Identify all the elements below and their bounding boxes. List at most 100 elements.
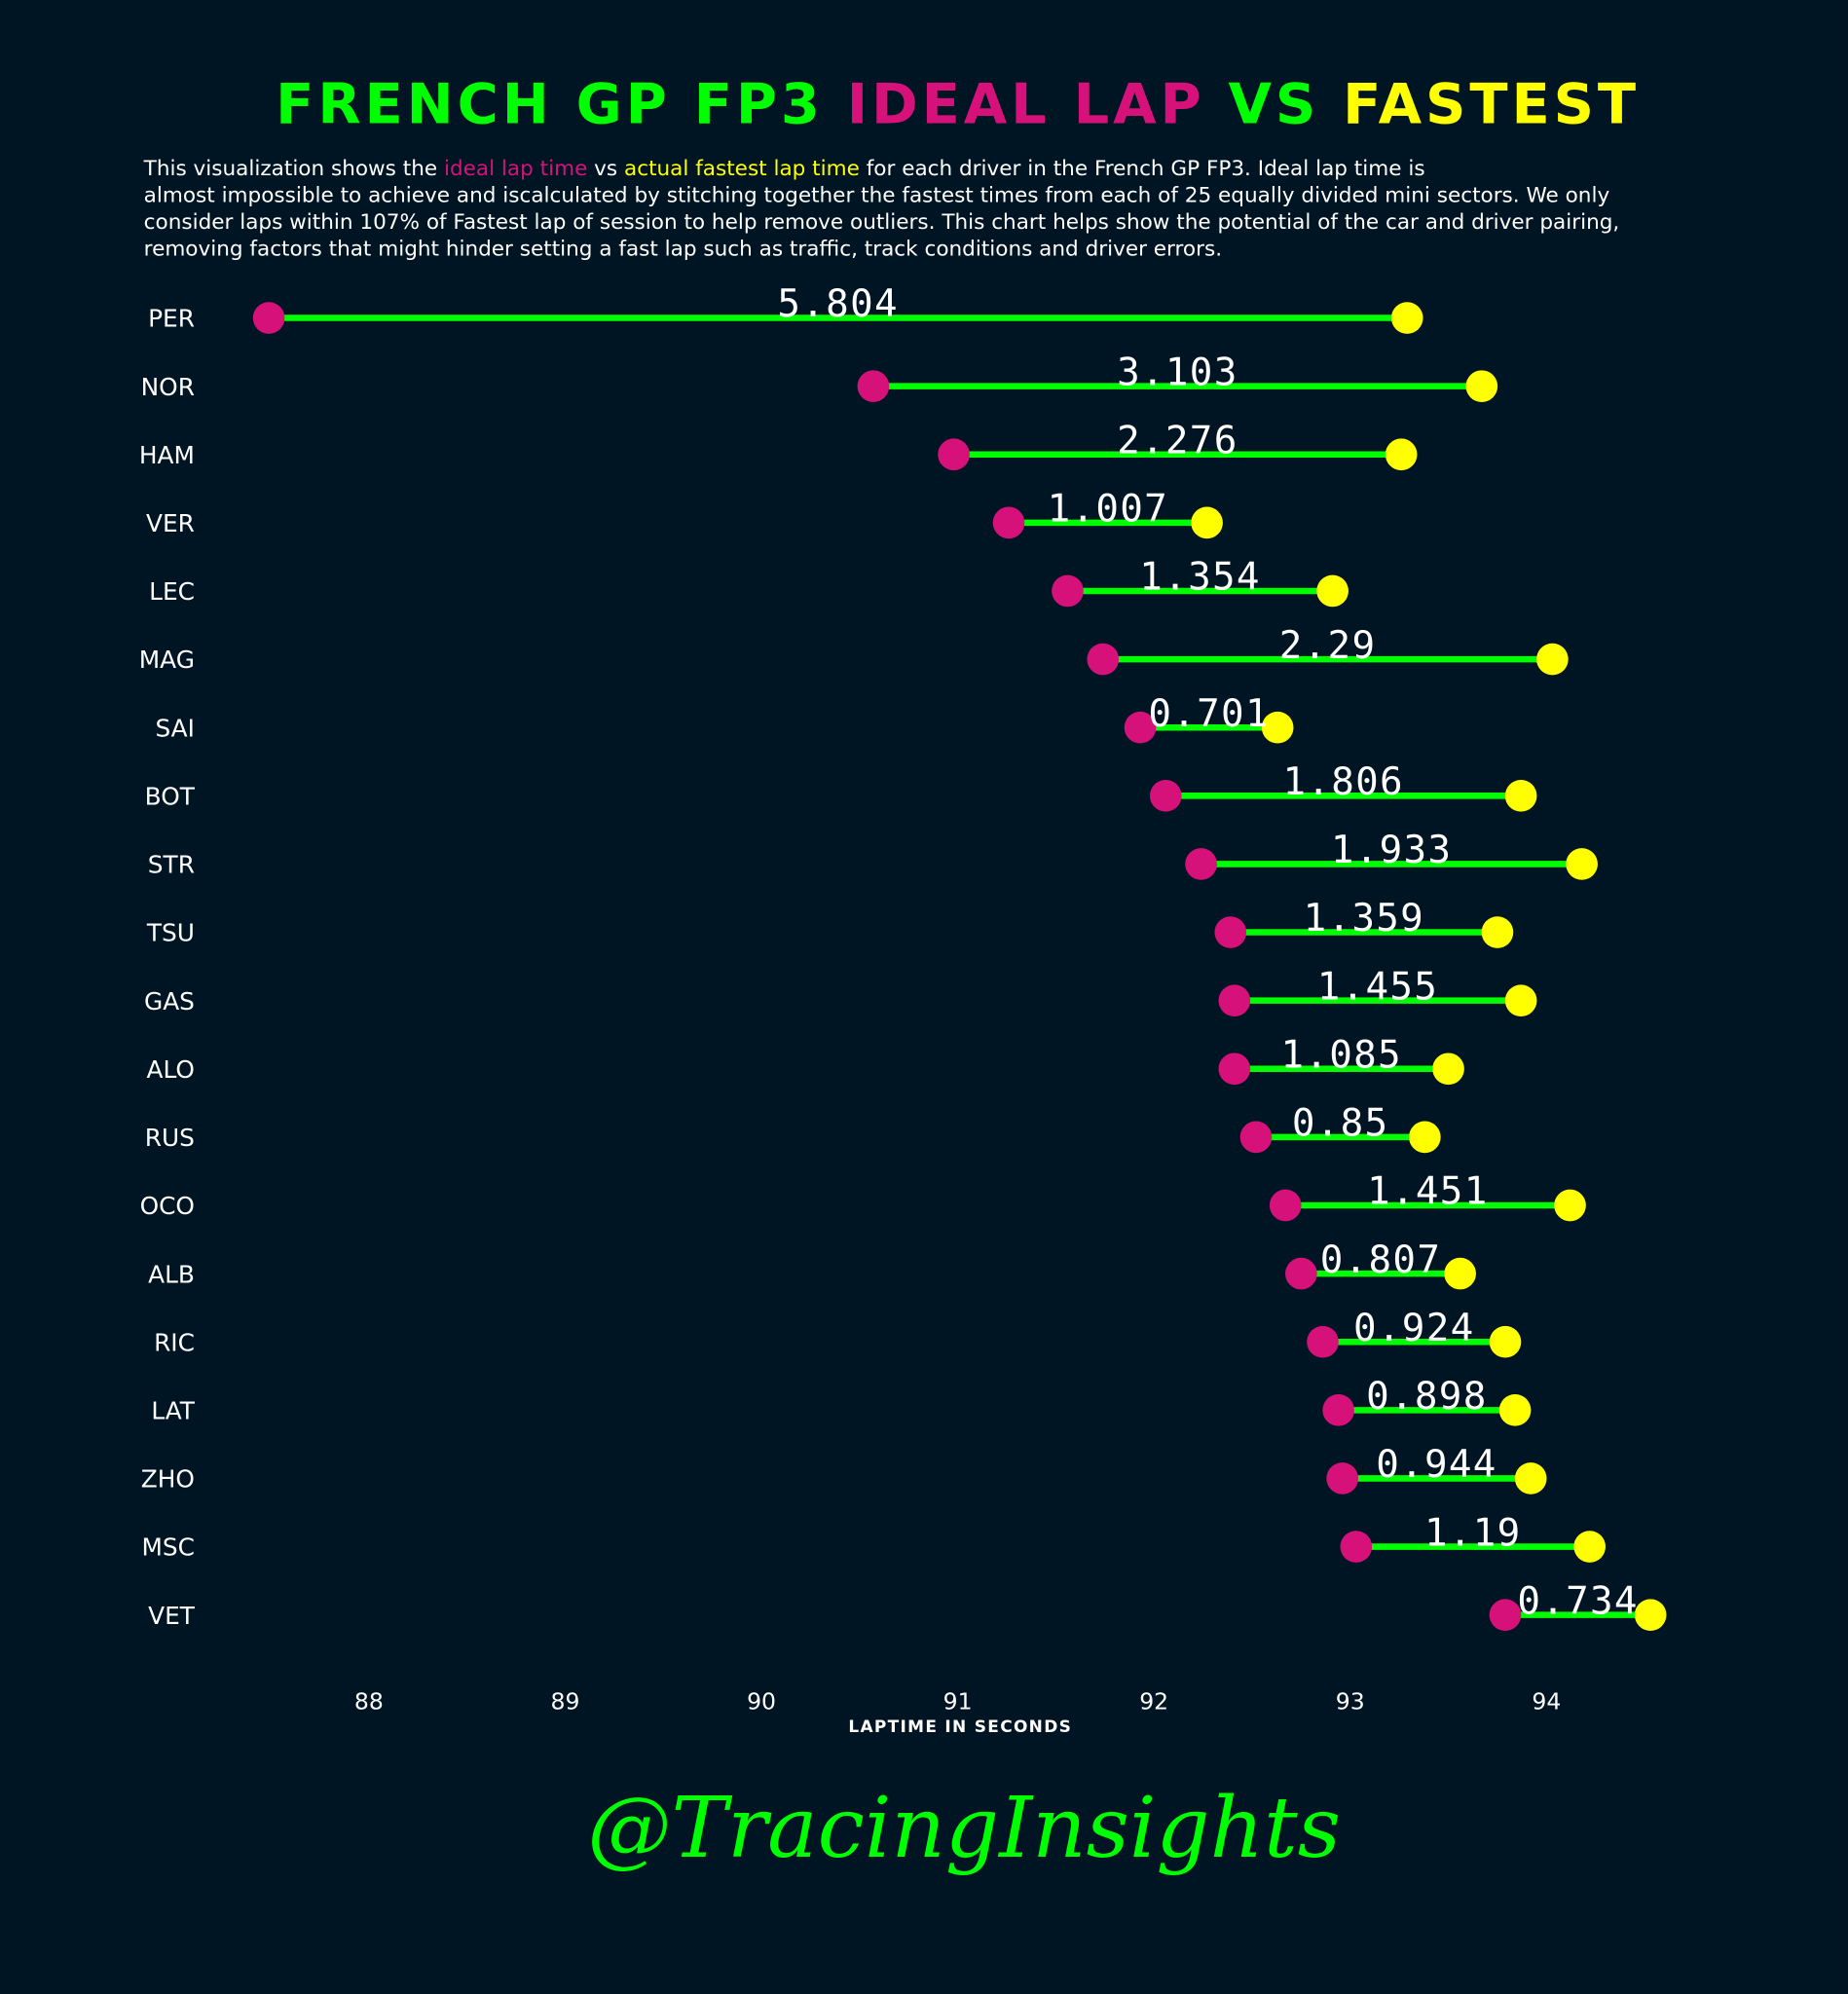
driver-label: ALB [148,1260,195,1288]
title-part-2: IDEAL LAP [847,72,1205,137]
driver-label: GAS [144,987,195,1015]
chart-title: FRENCH GP FP3 IDEAL LAP VS FASTEST [276,72,1640,137]
ideal-lap-point [938,438,970,471]
driver-label: MAG [139,646,195,674]
fastest-lap-point [1316,574,1349,608]
ideal-lap-point [1239,1121,1273,1154]
x-axis: 88 89 90 91 92 93 94 [354,1687,1561,1715]
driver-row-bot: BOT 1.806 [145,760,1537,812]
fastest-lap-point [1465,370,1498,402]
x-tick-label: 94 [1532,1687,1561,1715]
driver-row-lec: LEC 1.354 [149,556,1349,608]
driver-label: RUS [145,1124,195,1152]
driver-label: BOT [145,782,196,810]
driver-label: VET [148,1602,196,1630]
driver-label: ZHO [141,1465,195,1494]
diff-label: 1.19 [1424,1511,1522,1555]
watermark: @TracingInsights [587,1780,1341,1877]
driver-label: LAT [151,1396,195,1424]
driver-label: TSU [146,919,195,947]
diff-label: 1.007 [1048,488,1168,532]
fastest-lap-point [1573,1531,1606,1563]
fastest-lap-point [1191,506,1223,539]
driver-row-str: STR 1.933 [148,829,1598,880]
x-axis-label: LAPTIME IN SECONDS [848,1717,1072,1737]
fastest-lap-point [1409,1121,1441,1154]
fastest-lap-point [1504,779,1537,812]
diff-label: 1.354 [1139,556,1260,600]
ideal-lap-point [1124,711,1157,744]
ideal-lap-point [1214,916,1247,948]
desc-line-4: removing factors that might hinder setti… [144,238,1222,262]
diff-label: 2.276 [1117,419,1238,462]
diff-label: 0.701 [1148,692,1269,736]
fastest-lap-point [1481,916,1514,948]
ideal-lap-point [1185,848,1217,880]
ideal-lap-point [1326,1462,1359,1495]
ideal-lap-point [1052,574,1084,608]
desc-fastest: actual fastest lap time [624,157,860,181]
diff-label: 0.734 [1517,1579,1638,1623]
diff-label: 1.933 [1331,829,1452,872]
driver-label: PER [148,305,195,333]
ideal-lap-point [1285,1257,1317,1290]
driver-label: MSC [141,1533,194,1562]
diff-label: 0.944 [1376,1443,1497,1487]
ideal-lap-point [1322,1394,1354,1426]
driver-row-sai: SAI 0.701 [155,692,1294,744]
fastest-lap-point [1444,1257,1476,1290]
driver-row-tsu: TSU 1.359 [146,897,1514,948]
desc-1c: vs [587,157,624,181]
diff-label: 0.924 [1353,1307,1474,1350]
driver-label: HAM [139,441,195,469]
driver-row-ver: VER 1.007 [146,488,1223,539]
ideal-lap-point [857,370,890,402]
diff-label: 1.455 [1317,965,1438,1009]
driver-label: NOR [141,373,195,401]
driver-row-alb: ALB 0.807 [148,1238,1476,1290]
fastest-lap-point [1261,711,1294,744]
ideal-lap-point [992,506,1025,539]
desc-1a: This visualization shows the [143,157,444,181]
fastest-lap-point [1514,1462,1547,1495]
ideal-lap-point [1307,1325,1339,1358]
driver-row-gas: GAS 1.455 [144,965,1537,1016]
title-part-1: FRENCH GP FP3 [276,72,847,137]
diff-label: 1.359 [1304,897,1424,941]
x-tick-label: 91 [943,1687,973,1715]
driver-row-msc: MSC 1.19 [141,1511,1606,1563]
driver-label: OCO [140,1192,195,1220]
diff-label: 2.29 [1279,624,1377,668]
driver-label: STR [148,851,195,879]
ideal-lap-point [252,302,285,334]
fastest-lap-point [1498,1394,1532,1426]
driver-row-ric: RIC 0.924 [154,1307,1522,1358]
desc-1e: for each driver in the French GP FP3. Id… [860,157,1425,181]
diff-label: 0.85 [1292,1102,1389,1146]
driver-row-alo: ALO 1.085 [147,1033,1464,1086]
driver-row-per: PER 5.804 [148,282,1423,334]
fastest-lap-point [1385,438,1418,471]
driver-label: SAI [155,714,194,742]
ideal-lap-point [1149,779,1182,812]
plot-area: PER 5.804 NOR 3.103 HAM 2.276 VER 1.007 LEC 1.354… [139,282,1667,1631]
fastest-lap-point [1554,1189,1586,1222]
title-part-4: FASTEST [1343,72,1640,137]
ideal-lap-point [1218,984,1251,1016]
x-tick-label: 88 [354,1687,384,1715]
x-tick-label: 90 [747,1687,776,1715]
driver-row-lat: LAT 0.898 [151,1375,1532,1426]
driver-label: VER [146,509,195,537]
ideal-lap-point [1218,1052,1251,1086]
desc-line-3: consider laps within 107% of Fastest lap… [144,210,1620,235]
driver-row-mag: MAG 2.29 [139,624,1569,676]
diff-label: 1.806 [1282,760,1403,804]
x-tick-label: 93 [1336,1687,1365,1715]
fastest-lap-point [1536,643,1569,676]
desc-line-2: almost impossible to achieve and iscalcu… [144,184,1610,208]
ideal-lap-point [1269,1189,1302,1222]
ideal-lap-point [1489,1599,1522,1631]
desc-ideal: ideal lap time [444,157,587,181]
